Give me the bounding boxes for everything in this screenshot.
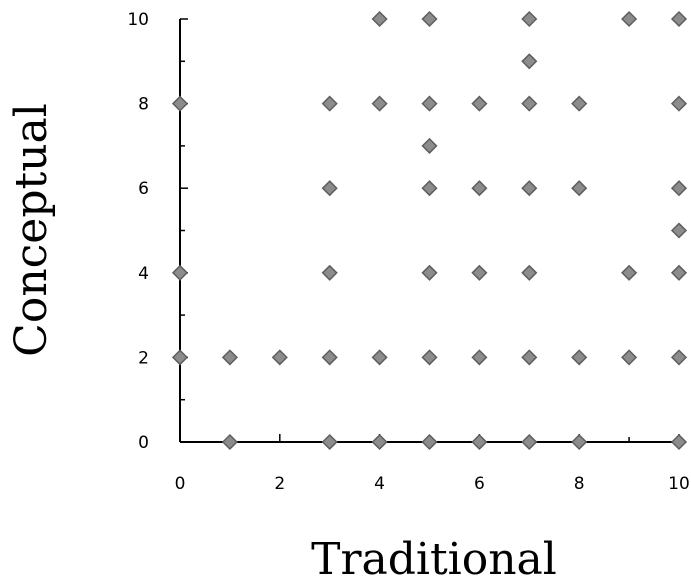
data-point [521, 53, 538, 70]
y-axis-title: Conceptual [6, 103, 57, 357]
y-tick-label: 6 [138, 179, 149, 199]
data-point [371, 10, 388, 28]
data-point [670, 349, 688, 366]
data-point [471, 433, 488, 451]
data-point [171, 264, 189, 281]
data-point [571, 349, 588, 366]
data-point [271, 349, 288, 366]
data-point [321, 349, 338, 366]
data-point [471, 180, 488, 197]
data-point [670, 222, 688, 239]
x-tick-label: 0 [175, 474, 186, 494]
y-tick-label: 0 [138, 433, 149, 453]
data-point [321, 433, 338, 451]
data-point [521, 349, 538, 366]
data-point [171, 349, 189, 366]
data-point [421, 10, 438, 28]
data-point [571, 180, 588, 197]
data-point [571, 433, 588, 451]
axes [179, 18, 680, 443]
y-tick-label: 8 [138, 95, 149, 115]
x-tick-label: 10 [668, 474, 690, 494]
y-axis-ticks [180, 18, 188, 443]
data-point [621, 264, 638, 281]
x-tick-label: 2 [274, 474, 285, 494]
data-point [221, 433, 238, 451]
data-point [421, 95, 438, 112]
data-point [321, 180, 338, 197]
data-point [321, 264, 338, 281]
data-point [670, 10, 688, 28]
data-point [521, 264, 538, 281]
data-point [321, 95, 338, 112]
x-tick-label: 8 [574, 474, 585, 494]
data-point [521, 180, 538, 197]
data-point [371, 433, 388, 451]
data-point [471, 264, 488, 281]
data-point [670, 180, 688, 197]
data-point [221, 349, 238, 366]
data-point [571, 95, 588, 112]
data-point [421, 180, 438, 197]
data-point [421, 137, 438, 154]
data-point [521, 10, 538, 28]
y-tick-label: 4 [138, 264, 149, 284]
y-tick-label: 10 [127, 10, 149, 30]
y-tick-label: 2 [138, 348, 149, 368]
data-points [171, 10, 688, 451]
data-point [421, 433, 438, 451]
data-point [621, 10, 638, 28]
x-tick-label: 4 [374, 474, 385, 494]
data-point [421, 349, 438, 366]
data-point [621, 349, 638, 366]
data-point [521, 95, 538, 112]
tick-labels: 0 2 4 6 8 10 0 2 4 6 8 10 [127, 10, 689, 494]
data-point [371, 349, 388, 366]
data-point [521, 433, 538, 451]
x-axis-title: Traditional [311, 534, 557, 585]
x-tick-label: 6 [474, 474, 485, 494]
data-point [670, 264, 688, 281]
data-point [670, 433, 688, 451]
data-point [471, 349, 488, 366]
data-point [670, 95, 688, 112]
data-point [171, 95, 189, 112]
data-point [471, 95, 488, 112]
data-point [421, 264, 438, 281]
data-point [371, 95, 388, 112]
